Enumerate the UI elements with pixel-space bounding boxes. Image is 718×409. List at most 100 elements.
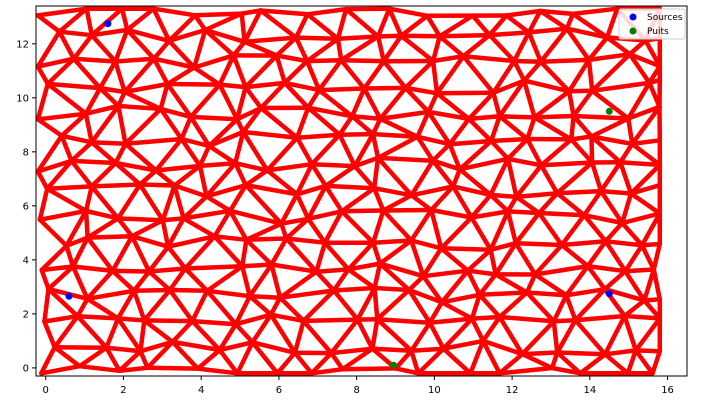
network-edge (183, 234, 217, 271)
network-edge (45, 81, 89, 116)
network-edge (371, 155, 381, 191)
network-edge (305, 105, 355, 119)
x-tick-label: 8 (353, 385, 359, 396)
network-edge (381, 33, 404, 64)
network-edge (294, 132, 342, 140)
network-edge (89, 184, 121, 221)
network-edge (204, 194, 233, 214)
network-edge (110, 268, 137, 294)
network-edge (125, 27, 157, 61)
network-edge (113, 59, 127, 95)
network-edge (192, 11, 244, 18)
network-edge (265, 161, 315, 173)
network-edge (166, 38, 197, 70)
network-edge (585, 263, 628, 274)
network-edge (497, 290, 530, 320)
network-edge (52, 313, 80, 350)
network-edge (629, 141, 663, 168)
network-edge (447, 138, 494, 147)
network-edge (488, 114, 502, 144)
network-edge (520, 350, 560, 357)
network-edge (488, 192, 519, 200)
network-edge (337, 114, 355, 137)
network-edge (628, 182, 663, 196)
network-edge (170, 318, 195, 345)
network-edge (650, 349, 663, 376)
network-edge (450, 184, 474, 220)
network-edge (352, 155, 381, 169)
network-edge (240, 237, 249, 269)
network-edge (217, 340, 255, 353)
network-edge (110, 233, 135, 274)
y-tick-label: 6 (23, 201, 29, 212)
network-edge (59, 133, 74, 164)
network-edge (375, 287, 412, 322)
network-edge (113, 56, 157, 64)
network-edge (439, 268, 471, 305)
network-edge (409, 238, 444, 251)
network-edge (618, 141, 635, 165)
network-edge (416, 346, 446, 376)
network-edge (316, 87, 355, 119)
network-edge (513, 240, 538, 277)
network-edge (240, 262, 274, 269)
network-edge (293, 35, 341, 42)
network-edge (491, 90, 502, 119)
network-edge (623, 268, 647, 303)
network-edge (488, 192, 511, 214)
network-edge (242, 39, 279, 58)
network-edge (589, 88, 631, 121)
network-edge (158, 106, 194, 120)
network-edge (589, 51, 633, 94)
network-edge (623, 243, 645, 274)
plot-frame (35, 5, 688, 377)
network-edge (71, 56, 118, 64)
y-tick-label: 4 (23, 255, 29, 266)
network-edge (505, 156, 544, 168)
x-tick-label: 2 (120, 385, 126, 396)
network-edge (282, 80, 311, 110)
network-edge (551, 317, 578, 324)
network-edge (532, 263, 591, 277)
network-edge (626, 116, 635, 147)
network-edge (520, 351, 555, 371)
network-edge (89, 182, 143, 189)
network-edge (480, 338, 502, 376)
network-edge (406, 273, 426, 293)
network-edge (598, 160, 623, 194)
network-edge (59, 111, 89, 139)
network-edge (538, 57, 592, 65)
network-edge (532, 272, 569, 298)
network-edge (569, 137, 595, 165)
network-edge (39, 243, 69, 273)
network-edge (581, 188, 604, 218)
x-tick-label: 4 (198, 385, 204, 396)
network-edge (488, 247, 498, 277)
network-edge (566, 89, 576, 119)
x-tick-label: 0 (43, 385, 49, 396)
network-edge (301, 317, 360, 324)
network-edge (477, 272, 498, 298)
network-edge (441, 316, 475, 351)
network-edge (329, 350, 345, 372)
network-edge (269, 236, 289, 267)
network-edge (217, 53, 236, 87)
network-edge (268, 295, 283, 317)
network-edge (258, 8, 299, 40)
network-edge (195, 347, 222, 371)
network-edge (113, 160, 159, 173)
network-edge (338, 57, 367, 91)
network-edge (123, 141, 159, 173)
network-edge (554, 160, 595, 196)
network-edge (349, 114, 376, 137)
network-edge (409, 320, 433, 354)
y-tick-label: 8 (23, 147, 29, 158)
network-edge (450, 184, 493, 198)
network-edge (362, 86, 383, 122)
network-edge (52, 344, 109, 350)
network-edge (511, 58, 544, 65)
network-edge (115, 288, 137, 321)
network-edge (172, 183, 186, 221)
network-edge (466, 116, 494, 144)
network-edge (346, 267, 377, 291)
